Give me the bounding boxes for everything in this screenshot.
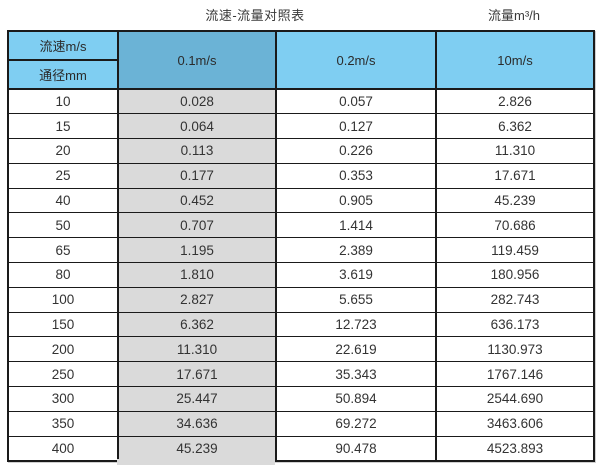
cell-flow-02ms: 90.478 (275, 435, 437, 462)
cell-diameter: 300 (7, 386, 119, 412)
table-row: 40 0.452 0.905 45.239 (7, 187, 595, 214)
caption-row: 流速-流量对照表 流量m³/h (0, 0, 600, 30)
header-col-0-1ms: 0.1m/s (117, 30, 277, 90)
cell-flow-01ms: 1.810 (117, 262, 277, 288)
cell-flow-02ms: 3.619 (275, 262, 437, 288)
table-row: 350 34.636 69.272 3463.606 (7, 410, 595, 437)
cell-flow-02ms: 35.343 (275, 361, 437, 388)
cell-flow-02ms: 22.619 (275, 336, 437, 363)
cell-flow-10ms: 3463.606 (435, 410, 595, 437)
cell-flow-01ms: 17.671 (117, 361, 277, 388)
cell-diameter: 350 (7, 410, 119, 437)
table-row: 250 17.671 35.343 1767.146 (7, 361, 595, 388)
cell-diameter: 10 (7, 88, 119, 115)
cell-diameter: 100 (7, 286, 119, 313)
table-row: 150 6.362 12.723 636.173 (7, 311, 595, 338)
cell-diameter: 40 (7, 187, 119, 214)
cell-flow-01ms: 45.239 (117, 435, 277, 462)
table-row: 15 0.064 0.127 6.362 (7, 113, 595, 140)
cell-flow-10ms: 2544.690 (435, 386, 595, 412)
table-header: 流速m/s 0.1m/s 0.2m/s 10m/s 通径mm (7, 30, 595, 90)
cell-flow-10ms: 2.826 (435, 88, 595, 115)
cell-flow-02ms: 0.057 (275, 88, 437, 115)
cell-diameter: 25 (7, 162, 119, 189)
cell-flow-10ms: 636.173 (435, 311, 595, 338)
cell-flow-10ms: 119.459 (435, 237, 595, 264)
flow-table: 流速m/s 0.1m/s 0.2m/s 10m/s 通径mm 10 0.028 0.… (7, 30, 595, 462)
cell-flow-02ms: 0.353 (275, 162, 437, 189)
header-diameter-label: 通径mm (7, 59, 119, 90)
cell-diameter: 200 (7, 336, 119, 363)
cell-flow-01ms: 0.113 (117, 138, 277, 164)
cell-flow-02ms: 12.723 (275, 311, 437, 338)
cell-flow-02ms: 1.414 (275, 212, 437, 239)
table-title: 流速-流量对照表 (205, 8, 305, 23)
cell-flow-10ms: 180.956 (435, 262, 595, 288)
cell-flow-02ms: 50.894 (275, 386, 437, 412)
cell-flow-10ms: 17.671 (435, 162, 595, 189)
table-body: 10 0.028 0.057 2.826 15 0.064 0.127 6.362 20 0.11… (7, 88, 595, 462)
cell-flow-01ms: 1.195 (117, 237, 277, 264)
table-row: 300 25.447 50.894 2544.690 (7, 386, 595, 412)
cell-diameter: 400 (7, 435, 119, 462)
cell-diameter: 15 (7, 113, 119, 140)
table-row: 65 1.195 2.389 119.459 (7, 237, 595, 264)
cell-flow-02ms: 0.127 (275, 113, 437, 140)
cell-flow-10ms: 4523.893 (435, 435, 595, 462)
cell-diameter: 250 (7, 361, 119, 388)
cell-flow-02ms: 5.655 (275, 286, 437, 313)
cell-flow-01ms: 11.310 (117, 336, 277, 363)
table-row: 80 1.810 3.619 180.956 (7, 262, 595, 288)
cell-flow-02ms: 69.272 (275, 410, 437, 437)
cell-flow-01ms: 0.452 (117, 187, 277, 214)
cell-flow-10ms: 11.310 (435, 138, 595, 164)
cell-diameter: 50 (7, 212, 119, 239)
table-row: 100 2.827 5.655 282.743 (7, 286, 595, 313)
header-velocity-label: 流速m/s (7, 30, 119, 61)
cell-flow-01ms: 0.028 (117, 88, 277, 115)
cell-flow-01ms: 25.447 (117, 386, 277, 412)
cell-flow-02ms: 0.905 (275, 187, 437, 214)
header-col-10ms: 10m/s (435, 30, 595, 90)
cell-diameter: 150 (7, 311, 119, 338)
cell-flow-10ms: 1767.146 (435, 361, 595, 388)
cell-flow-10ms: 282.743 (435, 286, 595, 313)
header-col-0-2ms: 0.2m/s (275, 30, 437, 90)
shaded-column-overhang (117, 459, 275, 465)
cell-flow-10ms: 1130.973 (435, 336, 595, 363)
cell-diameter: 65 (7, 237, 119, 264)
table-row: 25 0.177 0.353 17.671 (7, 162, 595, 189)
cell-diameter: 80 (7, 262, 119, 288)
table-row: 10 0.028 0.057 2.826 (7, 88, 595, 115)
flow-unit-label: 流量m³/h (487, 8, 540, 23)
cell-flow-10ms: 45.239 (435, 187, 595, 214)
table-row: 200 11.310 22.619 1130.973 (7, 336, 595, 363)
cell-flow-01ms: 2.827 (117, 286, 277, 313)
table-row: 20 0.113 0.226 11.310 (7, 138, 595, 164)
cell-flow-01ms: 0.177 (117, 162, 277, 189)
cell-flow-10ms: 70.686 (435, 212, 595, 239)
cell-flow-01ms: 34.636 (117, 410, 277, 437)
cell-flow-01ms: 0.707 (117, 212, 277, 239)
cell-diameter: 20 (7, 138, 119, 164)
cell-flow-01ms: 6.362 (117, 311, 277, 338)
table-row: 400 45.239 90.478 4523.893 (7, 435, 595, 462)
cell-flow-01ms: 0.064 (117, 113, 277, 140)
table-row: 50 0.707 1.414 70.686 (7, 212, 595, 239)
cell-flow-10ms: 6.362 (435, 113, 595, 140)
cell-flow-02ms: 0.226 (275, 138, 437, 164)
cell-flow-02ms: 2.389 (275, 237, 437, 264)
